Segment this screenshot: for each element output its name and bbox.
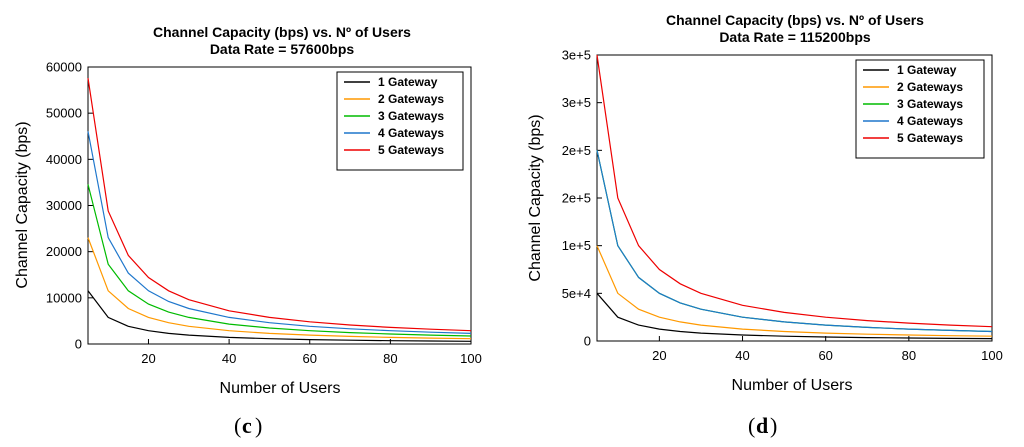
chart-d-x-tick-label: 40 (735, 348, 749, 363)
chart-d-legend-box (855, 59, 985, 159)
chart-c-x-tick-label: 20 (141, 351, 155, 366)
chart-d-y-tick-label: 2e+5 (562, 143, 591, 158)
chart-d-title-line2: Data Rate = 115200bps (719, 29, 871, 45)
chart-c-series-4-line (87, 131, 472, 334)
chart-d-y-tick-label: 2e+5 (562, 191, 591, 206)
chart-d-x-ticks: 20 40 60 80 100 (652, 336, 1003, 363)
chart-c-y-tick-label: 10000 (46, 290, 82, 305)
chart-c-title-line2: Data Rate = 57600bps (210, 41, 355, 57)
chart-c-caption-open: ( (234, 413, 241, 438)
chart-c-x-tick-label: 80 (383, 351, 397, 366)
chart-c-legend-label: 1 Gateway (378, 75, 438, 89)
chart-c-x-tick-label: 40 (222, 351, 236, 366)
chart-d-y-tick-label: 1e+5 (562, 238, 591, 253)
chart-c-x-tick-label: 100 (460, 351, 482, 366)
chart-c-y-tick-label: 60000 (46, 60, 82, 75)
chart-c-x-axis-label: Number of Users (220, 380, 341, 397)
chart-d-legend-label: 2 Gateways (897, 80, 963, 94)
chart-d-y-tick-label: 3e+5 (562, 48, 591, 63)
chart-c-y-tick-label: 20000 (46, 244, 82, 259)
chart-d-series-2-line (596, 245, 993, 337)
chart-d-x-tick-label: 80 (902, 348, 916, 363)
chart-c-series-5-line (87, 78, 472, 332)
chart-d-series-3-line (596, 150, 993, 333)
chart-d-legend-entries: 1 Gateway 2 Gateways 3 Gateways 4 Gateways 5… (863, 63, 963, 145)
chart-d-caption: ( d ) (748, 413, 777, 438)
chart-c-legend-label: 5 Gateways (378, 143, 444, 157)
chart-c-y-tick-label: 50000 (46, 106, 82, 121)
chart-c: Channel Capacity (bps) vs. Nº of Users D… (14, 24, 482, 438)
chart-d-y-axis-label: Channel Capacity (bps) (527, 114, 544, 281)
chart-d-y-tick-label: 5e+4 (562, 286, 591, 301)
chart-c-y-tick-label: 0 (75, 337, 82, 352)
chart-c-y-tick-label: 30000 (46, 198, 82, 213)
chart-c-x-ticks: 20 40 60 80 100 (141, 339, 482, 366)
chart-d-y-tick-label: 3e+5 (562, 95, 591, 110)
chart-d-title-line1: Channel Capacity (bps) vs. Nº of Users (666, 12, 924, 28)
chart-c-caption: ( c ) (234, 413, 262, 438)
chart-d: Channel Capacity (bps) vs. Nº of Users D… (527, 12, 1003, 438)
chart-d-y-ticks: 0 5e+4 1e+5 2e+5 2e+5 3e+5 3e+5 (562, 48, 602, 349)
chart-c-legend-label: 2 Gateways (378, 92, 444, 106)
chart-d-caption-open: ( (748, 413, 755, 438)
chart-d-legend-label: 3 Gateways (897, 97, 963, 111)
chart-c-legend-box (336, 71, 464, 171)
chart-c-legend-label: 3 Gateways (378, 109, 444, 123)
chart-d-x-axis-label: Number of Users (732, 377, 853, 394)
chart-c-y-axis-label: Channel Capacity (bps) (14, 121, 31, 288)
chart-d-x-tick-label: 20 (652, 348, 666, 363)
chart-c-series-1-line (87, 290, 472, 342)
chart-c-title-line1: Channel Capacity (bps) vs. Nº of Users (153, 24, 411, 40)
chart-c-y-ticks: 0 10000 20000 30000 40000 50000 60000 (46, 60, 93, 352)
chart-d-series-1-line (596, 292, 993, 340)
chart-c-series-3-line (87, 184, 472, 337)
chart-d-caption-letter: d (756, 413, 768, 438)
chart-d-legend-label: 5 Gateways (897, 131, 963, 145)
chart-c-caption-letter: c (242, 413, 252, 438)
chart-c-legend: 1 Gateway 2 Gateways 3 Gateways 4 Gateways 5… (336, 71, 464, 171)
chart-d-x-tick-label: 60 (818, 348, 832, 363)
chart-c-series-2-line (87, 237, 472, 340)
chart-c-caption-close: ) (255, 413, 262, 438)
chart-c-x-tick-label: 60 (303, 351, 317, 366)
chart-d-series-5-line (596, 54, 993, 328)
chart-c-legend-entries: 1 Gateway 2 Gateways 3 Gateways 4 Gateways 5… (344, 75, 444, 157)
chart-c-legend-label: 4 Gateways (378, 126, 444, 140)
chart-c-series-lines (87, 78, 472, 342)
chart-d-legend-label: 1 Gateway (897, 63, 957, 77)
chart-d-series-4-line (596, 150, 993, 333)
chart-c-y-tick-label: 40000 (46, 152, 82, 167)
chart-d-series-lines (596, 54, 993, 340)
chart-d-x-tick-label: 100 (981, 348, 1003, 363)
chart-d-caption-close: ) (770, 413, 777, 438)
chart-d-legend-label: 4 Gateways (897, 114, 963, 128)
chart-d-legend: 1 Gateway 2 Gateways 3 Gateways 4 Gateways 5… (855, 59, 985, 159)
chart-d-y-tick-label: 0 (584, 334, 591, 349)
